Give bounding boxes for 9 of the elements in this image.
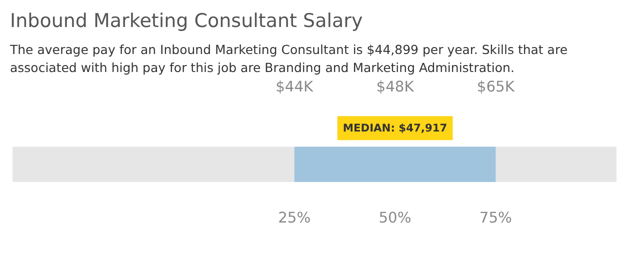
x-tick-label: 25% bbox=[278, 210, 311, 227]
chart-subtitle: The average pay for an Inbound Marketing Consultant is $44,899 per year. Skills that are associated with high pay for this job are Branding and Marketing Administration. bbox=[10, 41, 569, 78]
x-tick-label: 50% bbox=[378, 210, 412, 227]
text: MEDIAN: $47,917 bbox=[342, 122, 448, 136]
chart-title: Inbound Marketing Consultant Salary bbox=[10, 9, 363, 34]
text: $48K bbox=[376, 78, 414, 96]
text: $44K bbox=[276, 78, 314, 96]
text: $65K bbox=[476, 78, 515, 96]
x-tick-label: 75% bbox=[479, 210, 512, 227]
